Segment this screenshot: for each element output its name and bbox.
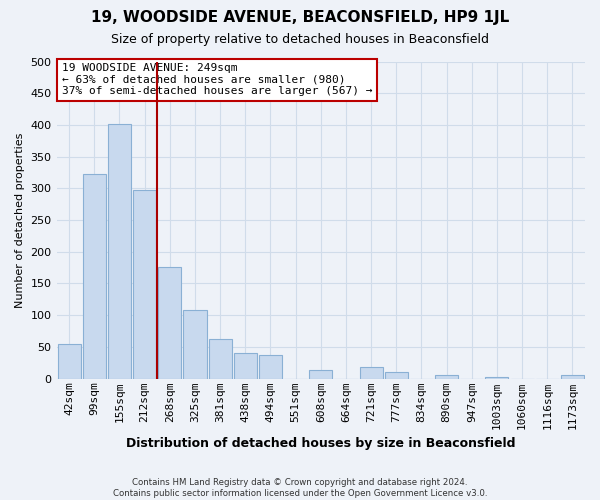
Bar: [209, 338, 232, 378]
Bar: [133, 190, 156, 378]
Bar: [359, 367, 383, 378]
Bar: [435, 376, 458, 378]
Bar: [184, 310, 206, 378]
Text: Contains HM Land Registry data © Crown copyright and database right 2024.
Contai: Contains HM Land Registry data © Crown c…: [113, 478, 487, 498]
Bar: [158, 267, 181, 378]
Bar: [58, 344, 80, 378]
Bar: [385, 372, 408, 378]
X-axis label: Distribution of detached houses by size in Beaconsfield: Distribution of detached houses by size …: [126, 437, 515, 450]
Bar: [561, 376, 584, 378]
Bar: [309, 370, 332, 378]
Text: Size of property relative to detached houses in Beaconsfield: Size of property relative to detached ho…: [111, 32, 489, 46]
Text: 19, WOODSIDE AVENUE, BEACONSFIELD, HP9 1JL: 19, WOODSIDE AVENUE, BEACONSFIELD, HP9 1…: [91, 10, 509, 25]
Bar: [259, 355, 282, 378]
Bar: [234, 352, 257, 378]
Y-axis label: Number of detached properties: Number of detached properties: [15, 132, 25, 308]
Bar: [108, 124, 131, 378]
Bar: [83, 174, 106, 378]
Text: 19 WOODSIDE AVENUE: 249sqm
← 63% of detached houses are smaller (980)
37% of sem: 19 WOODSIDE AVENUE: 249sqm ← 63% of deta…: [62, 63, 373, 96]
